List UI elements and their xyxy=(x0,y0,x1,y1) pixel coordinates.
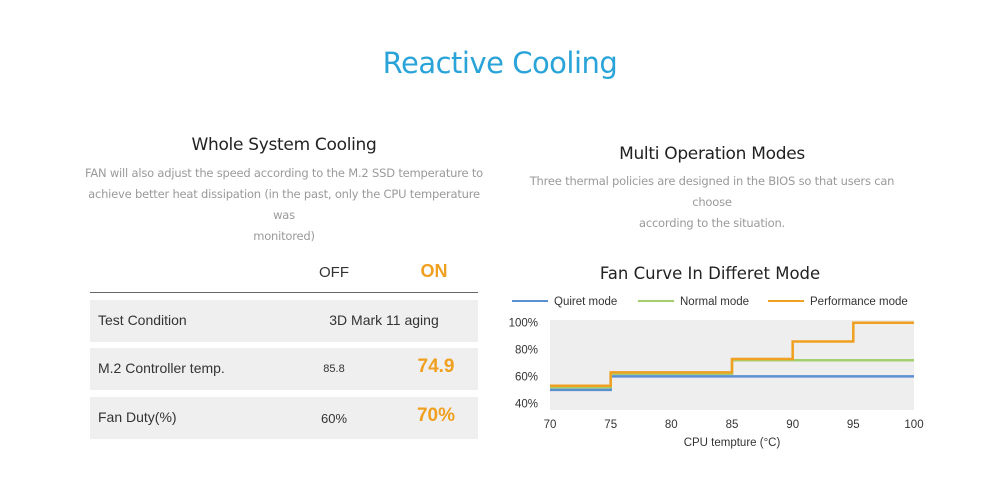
row-label: M.2 Controller temp. xyxy=(98,360,225,376)
desc-line: Three thermal policies are designed in t… xyxy=(529,174,895,209)
series-line xyxy=(550,359,914,389)
whole-system-cooling-description: FAN will also adjust the speed according… xyxy=(84,163,484,247)
column-header-on: ON xyxy=(420,261,448,281)
table-row: Fan Duty(%) 60% 70% xyxy=(90,397,478,439)
y-tick-label: 60% xyxy=(515,371,538,383)
fan-curve-chart: Quiret mode Normal mode Performance mode 4… xyxy=(509,296,924,449)
desc-line: according to the situation. xyxy=(638,216,786,230)
series-layer xyxy=(550,321,914,392)
y-tick-label: 80% xyxy=(515,345,538,357)
whole-system-cooling-title: Whole System Cooling xyxy=(191,135,377,155)
desc-line: monitored) xyxy=(253,229,315,243)
x-tick-label: 70 xyxy=(544,419,557,431)
header-divider xyxy=(90,292,478,293)
desc-line: FAN will also adjust the speed according… xyxy=(84,166,484,180)
row-label: Fan Duty(%) xyxy=(98,409,177,425)
y-tick-label: 40% xyxy=(515,398,538,410)
y-tick-label: 100% xyxy=(509,318,538,330)
x-tick-label: 100 xyxy=(904,419,923,431)
table-row: Test Condition 3D Mark 11 aging xyxy=(90,300,478,342)
series-line xyxy=(550,321,914,388)
legend-label: Performance mode xyxy=(810,296,908,308)
legend-label: Normal mode xyxy=(680,296,749,308)
x-tick-label: 80 xyxy=(665,419,678,431)
x-axis-label: CPU tempture (°C) xyxy=(684,437,781,449)
row-merged-value: 3D Mark 11 aging xyxy=(329,312,439,328)
legend-item: Quiret mode xyxy=(512,296,617,308)
x-tick-label: 85 xyxy=(726,419,739,431)
page-title: Reactive Cooling xyxy=(382,46,618,80)
chart-title: Fan Curve In Differet Mode xyxy=(599,264,821,283)
multi-operation-modes-title: Multi Operation Modes xyxy=(619,144,805,164)
x-axis-ticks: 70 75 80 85 90 95 100 xyxy=(544,419,924,431)
legend-item: Performance mode xyxy=(768,296,908,308)
row-on-value: 74.9 xyxy=(417,356,455,377)
legend-item: Normal mode xyxy=(638,296,749,308)
column-header-off: OFF xyxy=(319,264,349,281)
multi-operation-modes-description: Three thermal policies are designed in t… xyxy=(512,171,912,234)
x-tick-label: 90 xyxy=(786,419,799,431)
legend-label: Quiret mode xyxy=(554,296,617,308)
row-on-value: 70% xyxy=(416,405,456,426)
row-off-value: 60% xyxy=(320,411,348,426)
row-off-value: 85.8 xyxy=(323,363,345,375)
x-tick-label: 75 xyxy=(604,419,617,431)
y-axis-ticks: 40% 60% 80% 100% xyxy=(509,318,538,411)
desc-line: achieve better heat dissipation (in the … xyxy=(88,187,480,222)
row-label: Test Condition xyxy=(98,312,187,328)
chart-legend: Quiret mode Normal mode Performance mode xyxy=(512,296,908,308)
x-tick-label: 95 xyxy=(847,419,860,431)
table-row: M.2 Controller temp. 85.8 74.9 xyxy=(90,348,478,390)
